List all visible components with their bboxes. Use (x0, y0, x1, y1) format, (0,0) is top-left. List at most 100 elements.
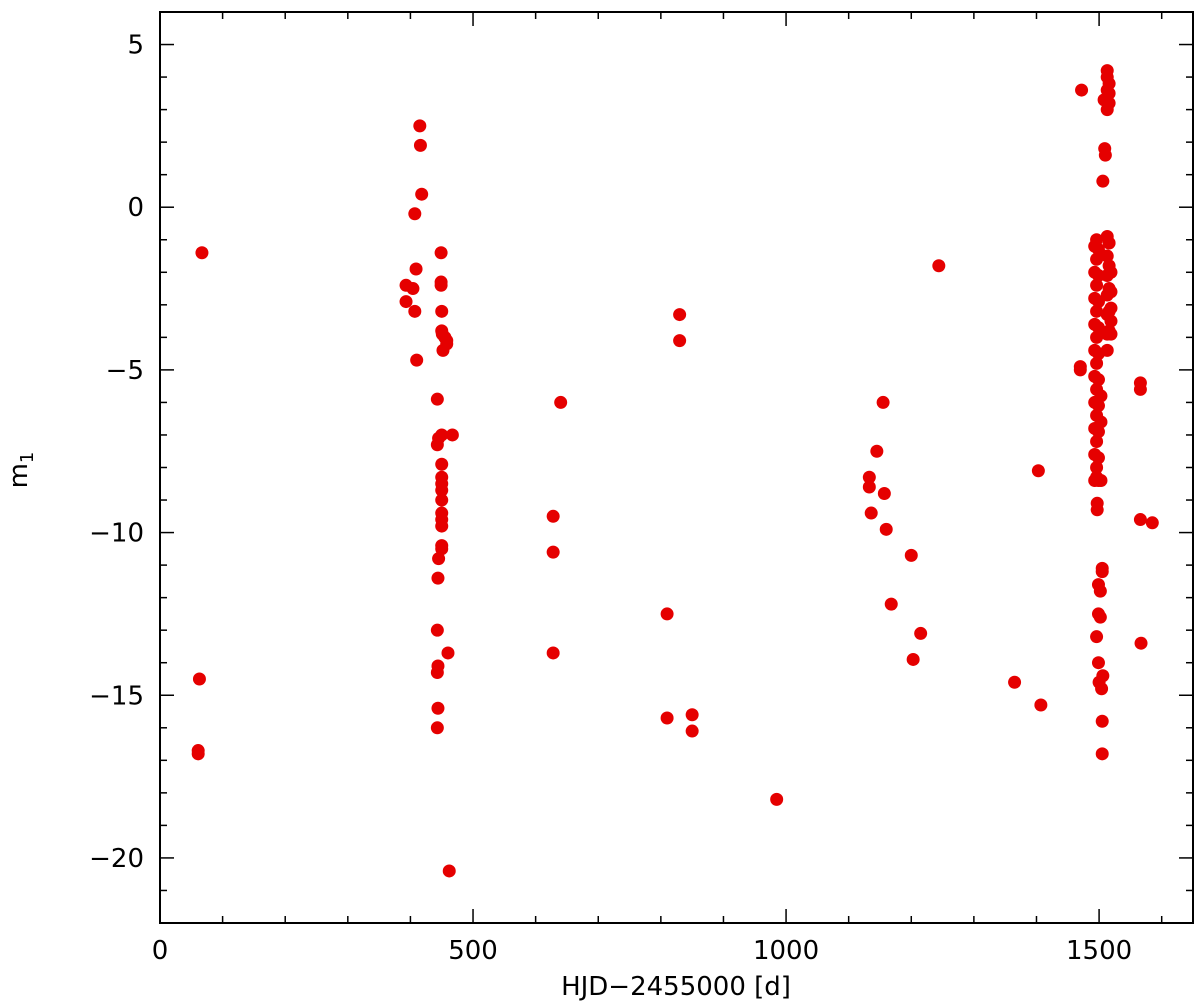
data-point (435, 493, 449, 507)
data-point (1096, 669, 1110, 683)
data-point (1104, 327, 1118, 341)
data-point (870, 444, 884, 458)
data-point (435, 542, 449, 556)
data-point (1095, 714, 1109, 728)
data-point (1100, 249, 1114, 263)
data-point (191, 744, 205, 758)
x-tick-label: 1000 (753, 936, 819, 966)
data-point (435, 483, 449, 497)
y-tick-labels: 5 0 −5 −10 −15 −20 (89, 31, 144, 874)
data-point (1090, 330, 1104, 344)
data-point (413, 119, 427, 133)
data-point (1075, 83, 1089, 97)
data-point (441, 646, 455, 660)
data-point (1100, 64, 1114, 78)
data-point (1094, 474, 1108, 488)
data-point (430, 623, 444, 637)
data-point (1102, 96, 1116, 110)
data-point (770, 792, 784, 806)
data-point (673, 334, 687, 348)
data-point (914, 626, 928, 640)
data-point (435, 457, 449, 471)
data-point (1104, 285, 1118, 299)
data-point (1090, 434, 1104, 448)
data-point (1091, 451, 1105, 465)
data-point (1095, 565, 1109, 579)
data-point (1091, 656, 1105, 670)
data-points (191, 64, 1159, 878)
data-point (1090, 630, 1104, 644)
data-point (1034, 698, 1048, 712)
data-point (1095, 747, 1109, 761)
data-point (445, 428, 459, 442)
data-point (406, 282, 420, 296)
data-point (1073, 363, 1087, 377)
data-point (673, 308, 687, 322)
data-point (408, 207, 422, 221)
data-point (546, 646, 560, 660)
data-point (440, 337, 454, 351)
data-point (409, 262, 423, 276)
y-tick-label: −15 (89, 681, 144, 711)
data-point (1104, 314, 1118, 328)
data-point (1102, 86, 1116, 100)
data-point (432, 552, 446, 566)
y-axis-title-main: m (4, 463, 34, 488)
plot-frame (159, 11, 1194, 924)
data-point (1100, 343, 1114, 357)
data-point (864, 506, 878, 520)
x-tick-label: 500 (448, 936, 498, 966)
data-point (1094, 415, 1108, 429)
data-point (1093, 610, 1107, 624)
y-axis-title-sub: 1 (17, 452, 38, 463)
data-point (660, 711, 674, 725)
y-tick-label: 0 (127, 193, 144, 223)
data-point (430, 392, 444, 406)
data-point (1031, 464, 1045, 478)
y-tick-label: −5 (106, 356, 144, 386)
data-point (1090, 278, 1104, 292)
data-point (1134, 636, 1148, 650)
data-point (1095, 682, 1109, 696)
data-point (1094, 389, 1108, 403)
data-point (1090, 252, 1104, 266)
data-point (430, 721, 444, 735)
data-point (1096, 174, 1110, 188)
minor-ticks (160, 11, 1193, 924)
data-point (877, 487, 891, 501)
data-point (554, 395, 568, 409)
data-point (195, 246, 209, 260)
x-axis-title: HJD−2455000 [d] (561, 972, 791, 1002)
data-point (1091, 373, 1105, 387)
data-point (1104, 265, 1118, 279)
data-point (660, 607, 674, 621)
data-point (862, 470, 876, 484)
data-point (1098, 148, 1112, 162)
data-point (876, 395, 890, 409)
data-point (1102, 77, 1116, 91)
data-point (410, 353, 424, 367)
data-point (408, 304, 422, 318)
data-point (413, 138, 427, 152)
data-point (435, 304, 449, 318)
data-point (546, 545, 560, 559)
y-axis-title: m1 (4, 452, 38, 489)
data-point (1145, 516, 1159, 530)
data-point (884, 597, 898, 611)
data-point (434, 278, 448, 292)
data-point (431, 701, 445, 715)
data-point (1093, 584, 1107, 598)
x-tick-label: 0 (152, 936, 169, 966)
data-point (415, 187, 429, 201)
data-point (932, 259, 946, 273)
data-point (685, 708, 699, 722)
data-point (1090, 233, 1104, 247)
data-point (1008, 675, 1022, 689)
data-point (431, 571, 445, 585)
data-point (1091, 425, 1105, 439)
data-point (1090, 304, 1104, 318)
data-point (1090, 503, 1104, 517)
data-point (546, 509, 560, 523)
data-point (685, 724, 699, 738)
